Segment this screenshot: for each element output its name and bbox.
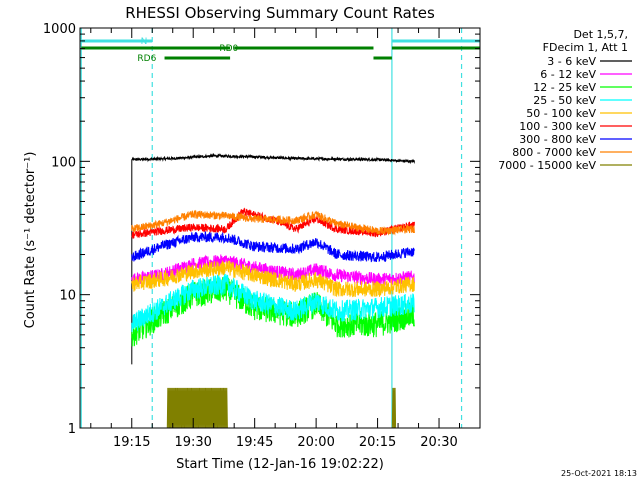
series-line-1 [131, 152, 415, 365]
plot-area: N RD0 RD6 [80, 28, 480, 429]
legend-entry-label-3: 12 - 25 keV [533, 81, 596, 94]
legend-entry-label-7: 300 - 800 keV [519, 133, 596, 146]
legend-entry-label-6: 100 - 300 keV [519, 120, 596, 133]
x-tick-label: 20:15 [359, 435, 396, 450]
series-line-5 [131, 260, 415, 298]
flag-label-rd6: RD6 [137, 54, 156, 64]
flag-label-n: N [141, 37, 148, 47]
x-tick-label: 19:45 [236, 435, 273, 450]
legend-header-line-1: Det 1,5,7, [573, 28, 628, 41]
legend-entry-label-1: 3 - 6 keV [547, 55, 596, 68]
y-tick-label: 10 [59, 289, 76, 304]
legend-entry-label-4: 25 - 50 keV [533, 94, 596, 107]
x-tick-label: 19:15 [113, 435, 150, 450]
legend-entry-label-8: 800 - 7000 keV [512, 146, 596, 159]
y-axis-label: Count Rate (s⁻¹ detector⁻¹) [23, 152, 38, 329]
flag-label-rd0: RD0 [219, 44, 238, 54]
series-line-8 [131, 209, 415, 236]
y-tick-label: 100 [51, 155, 76, 170]
x-axis-label: Start Time (12-Jan-16 19:02:22) [176, 457, 384, 472]
legend-entry-label-9: 7000 - 15000 keV [498, 159, 596, 172]
axes: 1 10 100 1000 19:15 19:30 19:45 20:00 20:15 20:30 [43, 22, 481, 450]
legend-entry-label-5: 50 - 100 keV [526, 107, 596, 120]
plot-frame [79, 27, 481, 429]
legend-entry-label-2: 6 - 12 keV [540, 68, 596, 81]
chart-title: RHESSI Observing Summary Count Rates [125, 4, 435, 22]
footer-timestamp: 25-Oct-2021 18:13 [561, 469, 637, 478]
y-tick-label: 1000 [43, 22, 76, 37]
x-tick-label: 19:30 [174, 435, 211, 450]
x-tick-label: 20:30 [420, 435, 457, 450]
x-tick-label: 20:00 [297, 435, 334, 450]
legend-header-line-2: FDecim 1, Att 1 [543, 41, 628, 54]
series-line-7 [131, 231, 415, 263]
series-line-4 [131, 273, 415, 333]
y-tick-label: 1 [68, 422, 76, 437]
